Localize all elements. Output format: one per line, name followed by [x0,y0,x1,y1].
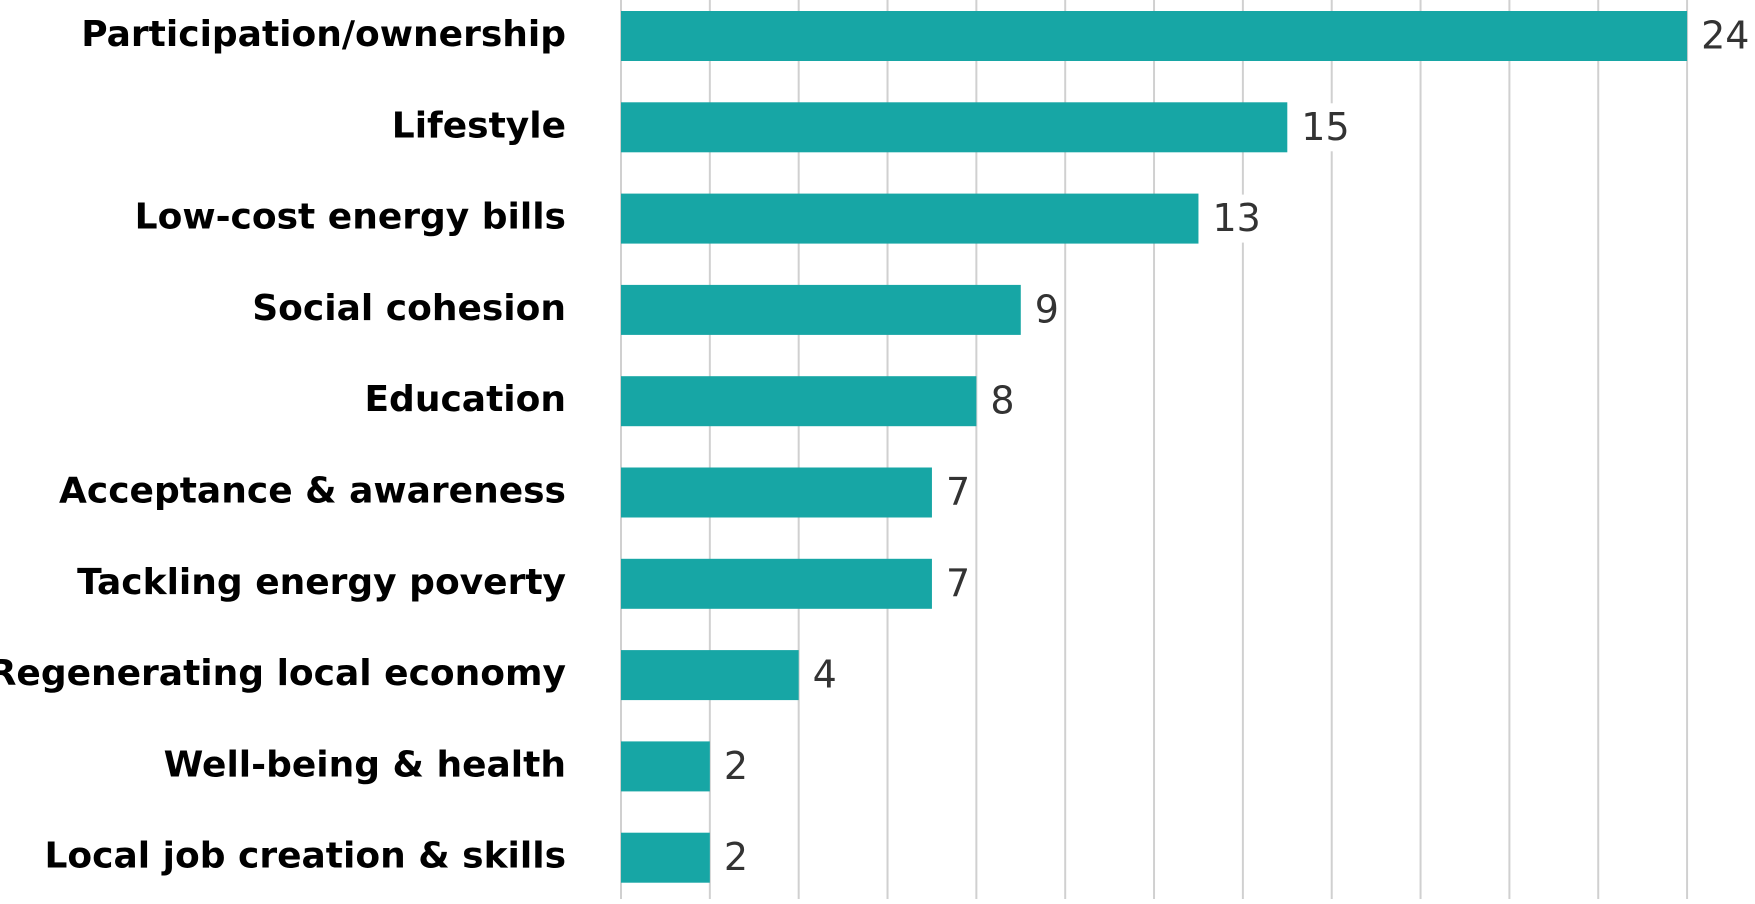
value-label-background [1030,285,1063,334]
bar [621,102,1288,153]
bar [621,284,1021,335]
value-label: 2 [724,744,748,788]
bar [621,11,1688,61]
value-label: 15 [1301,105,1349,149]
bar [621,832,710,883]
bars [621,11,1688,883]
value-label-background [719,742,752,791]
bar [621,741,710,792]
category-label: Local job creation & skills [44,836,566,877]
bar [621,467,932,518]
value-label: 4 [813,653,837,697]
value-label: 7 [946,470,970,514]
value-label: 8 [990,379,1014,423]
category-label: Education [364,379,566,420]
value-label: 24 [1701,14,1749,58]
value-label-background [808,651,841,700]
bar [621,193,1199,244]
category-label: Lifestyle [392,105,566,146]
value-label: 13 [1212,196,1260,240]
value-label: 7 [946,561,970,605]
value-label-background [941,468,974,517]
value-label-background [941,559,974,608]
value-label-background [719,833,752,882]
value-labels: 24 15 13 9 8 7 7 4 2 2 [719,12,1754,882]
bar [621,376,977,427]
bar [621,650,799,701]
bar [621,558,932,609]
category-label: Regenerating local economy [0,653,566,694]
value-label-background [986,377,1019,426]
value-label: 9 [1035,287,1059,331]
category-label: Social cohesion [252,288,566,329]
category-label: Participation/ownership [81,14,566,55]
category-label: Low-cost energy bills [135,197,566,238]
value-label-background [1208,194,1265,243]
category-label: Tackling energy poverty [77,562,566,603]
value-label: 2 [724,835,748,879]
category-labels: Participation/ownership Lifestyle Low-cost… [0,14,566,877]
value-label-background [1297,103,1354,152]
value-label-background [1697,12,1754,60]
category-label: Acceptance & awareness [59,471,566,512]
category-label: Well-being & health [164,744,566,785]
